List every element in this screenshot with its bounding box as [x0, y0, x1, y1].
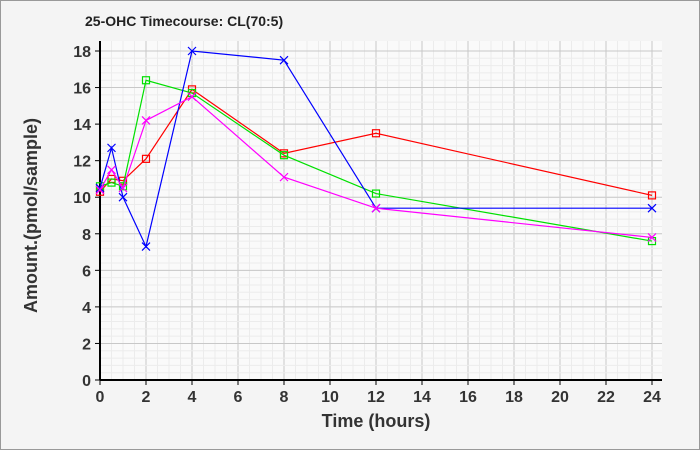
- y-tick-label: 12: [73, 154, 91, 171]
- data-point-green: [141, 76, 151, 85]
- y-tick-label: 14: [73, 117, 91, 134]
- data-point-blue: [647, 203, 657, 213]
- x-tick-label: 8: [280, 389, 289, 406]
- x-tick-label: 6: [234, 389, 243, 406]
- data-point-magenta: [371, 203, 381, 213]
- data-point-green: [279, 151, 289, 160]
- data-point-blue: [279, 55, 289, 65]
- series-line-magenta: [99, 95, 653, 239]
- data-point-magenta: [118, 183, 128, 193]
- data-point-red: [647, 191, 657, 200]
- data-point-blue: [118, 192, 128, 202]
- series-line-blue: [99, 50, 652, 249]
- y-tick-label: 16: [73, 81, 91, 98]
- chart-title: 25-OHC Timecourse: CL(70:5): [85, 13, 284, 29]
- data-point-magenta: [107, 165, 116, 175]
- x-tick-label: 0: [96, 389, 105, 406]
- x-tick-label: 14: [413, 389, 431, 406]
- data-point-red: [141, 154, 151, 163]
- y-tick-label: 8: [82, 227, 91, 244]
- data-point-blue: [141, 242, 151, 251]
- y-tick-label: 2: [82, 336, 91, 353]
- data-point-blue: [107, 143, 116, 153]
- y-tick-label: 0: [82, 373, 91, 390]
- data-point-magenta: [279, 172, 289, 182]
- y-tick-label: 10: [73, 190, 91, 207]
- data-point-green: [371, 189, 381, 198]
- data-point-magenta: [95, 185, 105, 195]
- data-point-magenta: [187, 92, 197, 102]
- x-tick-label: 10: [321, 389, 339, 406]
- data-point-green: [118, 182, 128, 191]
- x-tick-label: 2: [142, 389, 151, 406]
- x-tick-label: 22: [597, 389, 615, 406]
- data-point-magenta: [647, 233, 657, 242]
- x-axis-label: Time (hours): [322, 411, 431, 431]
- x-tick-label: 16: [459, 389, 477, 406]
- x-tick-label: 24: [643, 389, 661, 406]
- x-tick-label: 12: [367, 389, 385, 406]
- x-tick-label: 20: [551, 389, 569, 406]
- y-tick-label: 4: [82, 300, 91, 317]
- x-tick-label: 4: [188, 389, 197, 406]
- y-tick-label: 18: [73, 44, 91, 61]
- data-point-red: [371, 129, 381, 138]
- y-tick-label: 6: [82, 263, 91, 280]
- x-tick-label: 18: [505, 389, 523, 406]
- y-axis-label: Amount.(pmol/sample): [21, 118, 41, 313]
- data-point-green: [107, 178, 116, 187]
- data-point-magenta: [141, 116, 151, 125]
- data-point-blue: [187, 46, 197, 56]
- series-line-green: [99, 79, 653, 242]
